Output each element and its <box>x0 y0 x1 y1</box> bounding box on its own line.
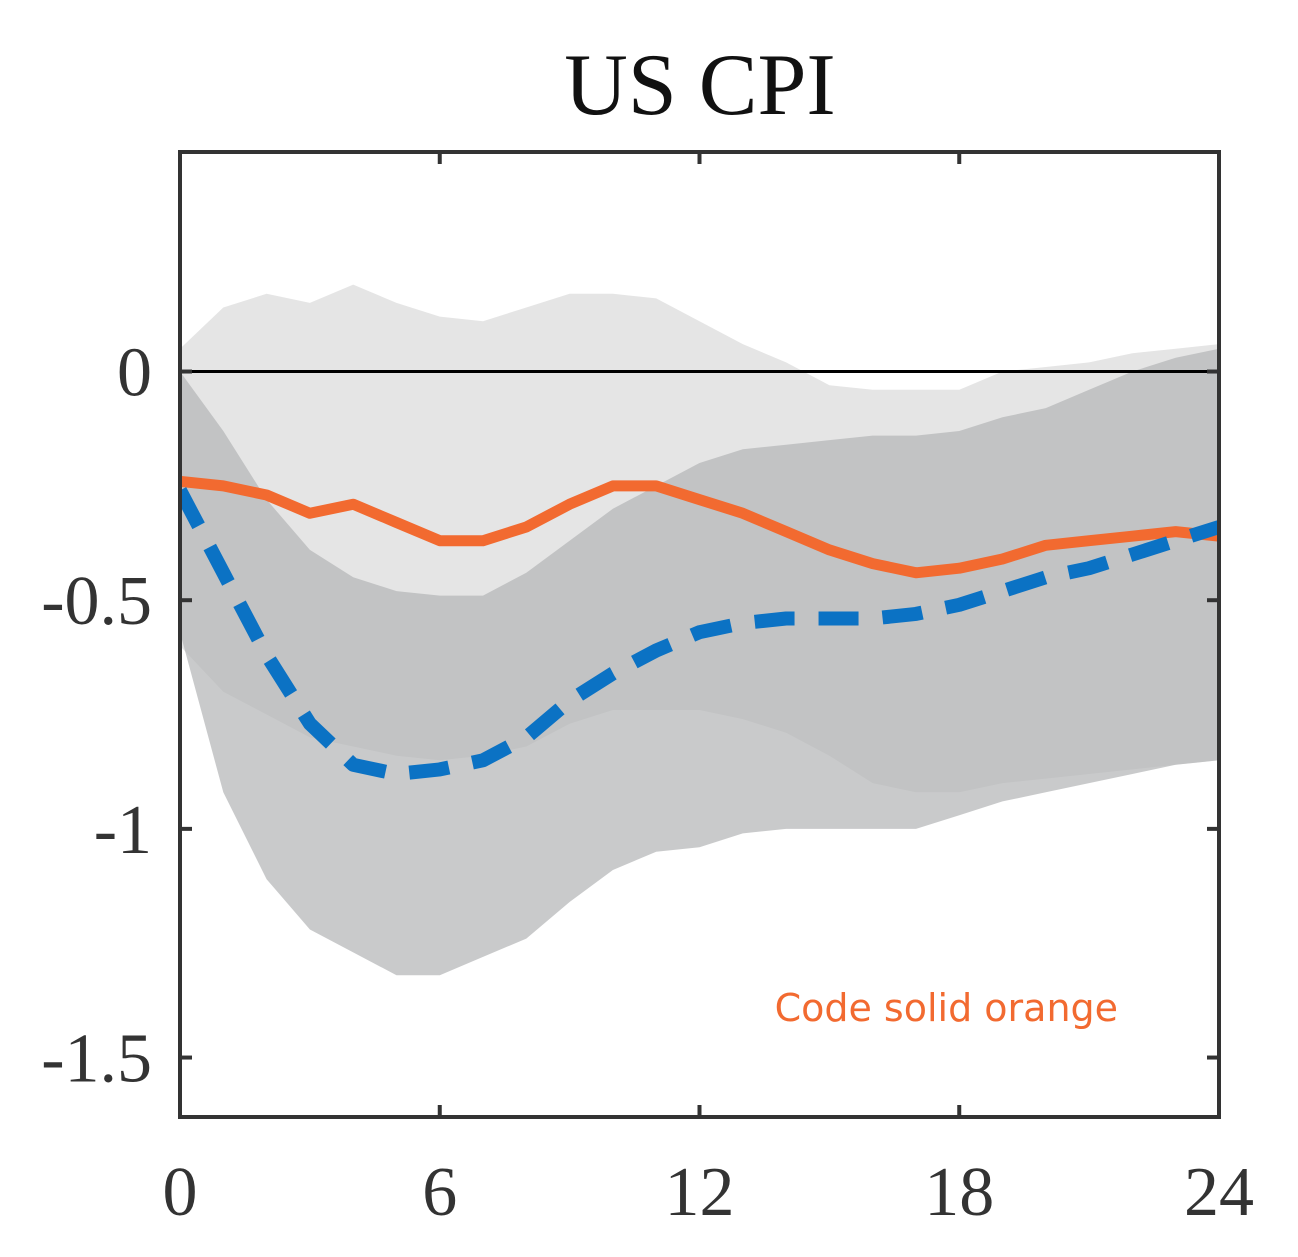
x-tick-label: 18 <box>924 1154 994 1231</box>
series-line-1-solid <box>180 475 1219 579</box>
chart-title: US CPI <box>564 37 835 134</box>
series-line-2-dashed <box>180 487 1219 781</box>
x-tick-label: 24 <box>1184 1154 1254 1231</box>
y-tick-label: -0.5 <box>41 563 152 640</box>
x-tick-label: 6 <box>422 1154 457 1231</box>
axis-ticks: 0 6 12 18 24 0 -0.5 -1 -1.5 <box>41 152 1254 1231</box>
y-tick-label: -1.5 <box>41 1021 152 1098</box>
x-tick-label: 12 <box>665 1154 735 1231</box>
confidence-band-2 <box>180 348 1219 976</box>
plot-area <box>180 284 1219 976</box>
y-tick-label: 0 <box>117 335 152 412</box>
y-tick-label: -1 <box>94 792 152 869</box>
x-tick-label: 0 <box>163 1154 198 1231</box>
series-annotation: Code solid orange <box>775 986 1118 1030</box>
